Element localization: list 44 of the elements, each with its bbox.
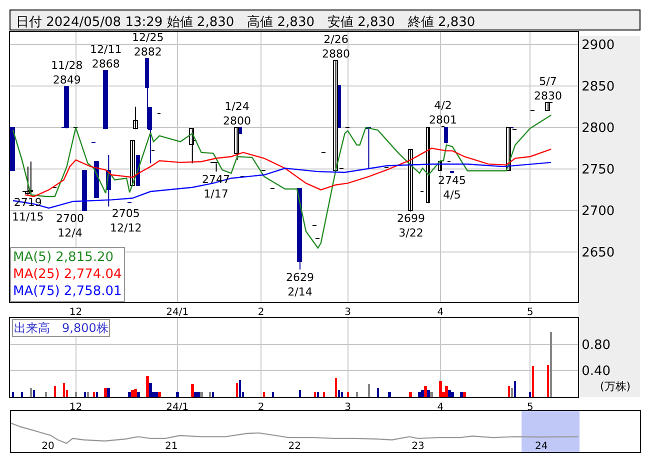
x-tick-label: 4 xyxy=(437,402,444,413)
x-tick-label: 2 xyxy=(258,307,264,318)
annotation: 2705 12/12 xyxy=(110,207,142,234)
text: MA(25) 2,774.04 xyxy=(13,266,122,282)
x-tick-label: 3 xyxy=(344,402,351,413)
x-tick-label: 24/1 xyxy=(166,402,189,413)
x-tick-label: 3 xyxy=(344,307,351,318)
x-tick-label: 23 xyxy=(412,441,424,452)
annotation: 5/7 2830 xyxy=(534,75,562,102)
annotation: 2/26 2880 xyxy=(322,33,350,60)
x-tick-label: 12 xyxy=(69,307,82,318)
annotation: 2629 2/14 xyxy=(286,271,314,298)
y-tick-label: 2850 xyxy=(582,80,615,95)
x-tick-label: 4 xyxy=(437,307,444,318)
annotation: 12/25 2882 xyxy=(132,31,164,58)
y-tick-label: 0.80 xyxy=(582,338,611,353)
annotation: 4/2 2801 xyxy=(429,99,457,126)
annotation: 1/24 2800 xyxy=(223,100,251,128)
x-tick-label: 22 xyxy=(288,441,302,452)
annotation: 2699 3/22 xyxy=(397,212,425,240)
x-tick-label: 12 xyxy=(69,402,82,413)
chart-title: 日付 2024/05/08 13:29 始値 2,830 高値 2,830 安値 2,830 終値 2,830 xyxy=(16,14,476,30)
x-tick-label: 20 xyxy=(42,441,54,452)
text: MA(5) 2,815.20 xyxy=(13,250,114,265)
x-tick-label: 24 xyxy=(534,441,548,452)
y-tick-label: 2700 xyxy=(582,204,615,220)
annotation: 11/28 2849 xyxy=(51,59,83,86)
x-tick-label: 5 xyxy=(526,307,534,318)
x-tick-label: 24/1 xyxy=(166,307,189,318)
y-tick-label: 2800 xyxy=(582,121,615,136)
y-tick-label: 2650 xyxy=(582,246,615,261)
x-tick-label: 21 xyxy=(164,441,178,452)
x-tick-label: 2 xyxy=(258,402,264,413)
y-tick-label: 0.40 xyxy=(582,364,611,380)
annotation: 出来高 9,800株 xyxy=(14,321,108,335)
y-tick-label: 2900 xyxy=(582,38,615,54)
annotation: 2700 12/4 xyxy=(56,212,84,240)
annotation: 12/11 2868 xyxy=(90,43,122,70)
text: MA(75) 2,758.01 xyxy=(13,284,122,299)
annotation: 2747 1/17 xyxy=(202,173,230,200)
y-axis-title: (万株) xyxy=(600,380,631,393)
y-tick-label: 2750 xyxy=(582,162,615,178)
x-tick-label: 5 xyxy=(526,402,534,413)
annotation: 2745 4/5 xyxy=(438,174,466,202)
